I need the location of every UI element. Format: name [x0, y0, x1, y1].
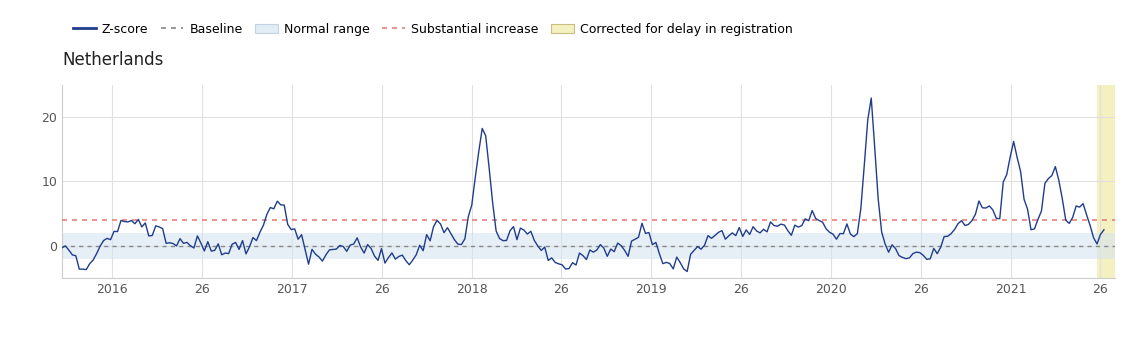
Bar	[1097, 85, 1126, 278]
Text: Netherlands: Netherlands	[62, 51, 163, 69]
Legend: Z-score, Baseline, Normal range, Substantial increase, Corrected for delay in re: Z-score, Baseline, Normal range, Substan…	[69, 18, 797, 41]
Bar	[62, 233, 1115, 259]
